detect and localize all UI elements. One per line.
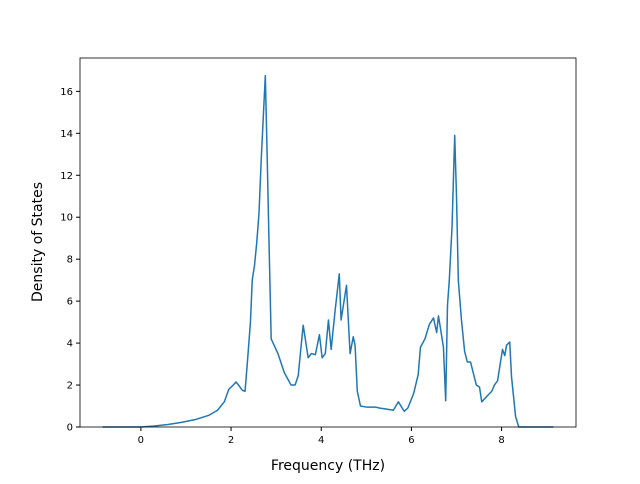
- y-axis-label: Density of States: [30, 182, 46, 302]
- y-tick-label: 10: [60, 213, 73, 224]
- x-tick-label: 4: [318, 435, 324, 446]
- x-tick-label: 6: [408, 435, 414, 446]
- y-tick-label: 16: [60, 87, 73, 98]
- y-tick-label: 14: [60, 129, 73, 140]
- plot-frame: [79, 57, 577, 428]
- y-tick-label: 0: [67, 423, 73, 434]
- x-tick-label: 2: [228, 435, 234, 446]
- x-tick-label: 8: [498, 435, 504, 446]
- y-tick-label: 2: [67, 381, 73, 392]
- line: [102, 74, 554, 428]
- x-tick-label: 0: [138, 435, 144, 446]
- x-axis-label: Frequency (THz): [271, 458, 385, 474]
- y-tick-label: 6: [67, 297, 73, 308]
- y-tick-label: 8: [67, 255, 73, 266]
- y-tick-label: 4: [67, 339, 73, 350]
- y-tick-label: 12: [60, 171, 73, 182]
